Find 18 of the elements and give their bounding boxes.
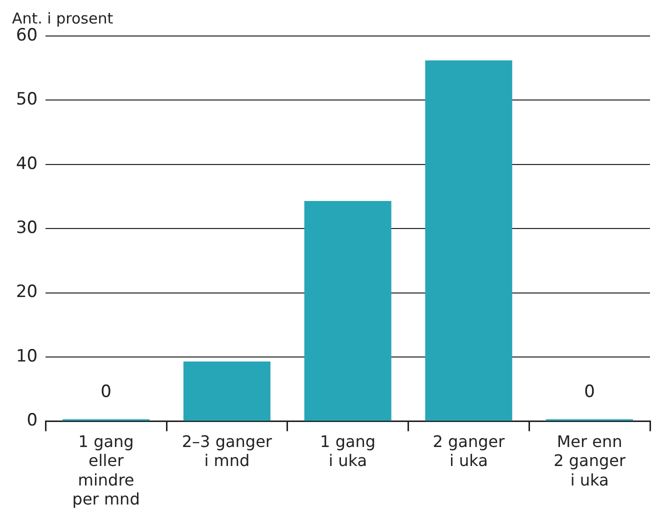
x-tick-label: 1 gang i uka (320, 432, 376, 470)
y-axis-title: Ant. i prosent (12, 9, 114, 28)
x-tick-label: 2 ganger i uka (432, 432, 506, 470)
y-tick-label: 60 (16, 25, 38, 46)
x-tick-label: Mer enn 2 ganger i uka (554, 432, 626, 490)
y-tick-label: 0 (26, 410, 38, 431)
y-tick-label: 30 (16, 218, 38, 238)
bar (425, 60, 512, 421)
y-tick-label: 40 (16, 154, 38, 174)
y-tick-label: 20 (16, 282, 38, 302)
data-label: 0 (584, 382, 595, 402)
y-tick-label: 50 (16, 90, 38, 110)
x-tick-label: 1 gang eller mindre per mnd (72, 432, 140, 509)
y-tick-label: 10 (16, 346, 38, 366)
bar (304, 200, 392, 421)
data-label: 0 (100, 382, 112, 402)
bar (183, 361, 270, 421)
x-tick-label: 2–3 ganger i mnd (182, 432, 272, 470)
